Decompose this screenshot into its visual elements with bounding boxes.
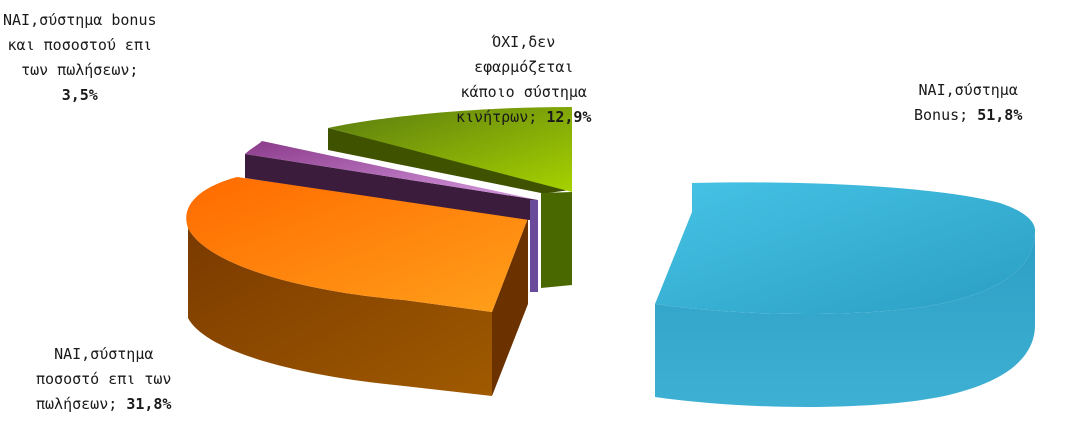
label-bonus-and-percentage-value-line: 3,5%	[3, 83, 157, 108]
label-bonus-and-percentage-line-2: και ποσοστού επι	[7, 36, 153, 54]
slice-bonus-and-percentage-top	[245, 141, 538, 200]
slice-no-system-top	[328, 107, 572, 192]
label-percentage-value: 31,8%	[126, 395, 172, 413]
label-bonus-line-2: Bonus; 51,8%	[914, 103, 1022, 128]
slice-percentage-side	[188, 228, 492, 396]
slice-bonus	[655, 182, 1036, 408]
label-bonus-category: Bonus;	[914, 106, 969, 124]
label-no-system-category: κινήτρων;	[456, 108, 538, 126]
slice-bonus-side	[655, 232, 1035, 408]
slice-percentage	[186, 177, 529, 396]
label-bonus-and-percentage: ΝΑΙ,σύστημα bonus και ποσοστού επι των π…	[3, 8, 157, 108]
label-bonus-and-percentage-value: 3,5%	[61, 86, 98, 104]
label-percentage-line-2: ποσοστό επι των	[36, 370, 172, 388]
slice-percentage-face	[492, 218, 528, 396]
label-percentage: ΝΑΙ,σύστημα ποσοστό επι των πωλήσεων; 31…	[36, 342, 171, 417]
label-no-system-line-4: κινήτρων; 12,9%	[456, 105, 591, 130]
slice-no-system-face	[541, 192, 572, 288]
label-no-system-value: 12,9%	[546, 108, 592, 126]
label-no-system-line-1: ΌΧΙ,δεν	[492, 33, 556, 51]
slice-percentage-top	[186, 177, 529, 312]
label-no-system: ΌΧΙ,δεν εφαρμόζεται κάποιο σύστημα κινήτ…	[456, 30, 591, 130]
label-bonus-line-1: ΝΑΙ,σύστημα	[918, 81, 1018, 99]
slice-no-system-side	[328, 128, 570, 194]
slice-bonus-and-percentage-side	[245, 154, 538, 221]
label-no-system-line-2: εφαρμόζεται	[474, 58, 574, 76]
slice-bonus-and-percentage-face	[530, 200, 538, 292]
label-bonus-and-percentage-line-3: των πωλήσεων;	[21, 61, 139, 79]
label-percentage-line-1: ΝΑΙ,σύστημα	[54, 345, 154, 363]
label-no-system-line-3: κάποιο σύστημα	[460, 83, 587, 101]
slice-bonus-and-percentage	[245, 141, 538, 292]
label-bonus-and-percentage-line-1: ΝΑΙ,σύστημα bonus	[3, 11, 157, 29]
label-percentage-category: πωλήσεων;	[36, 395, 118, 413]
label-bonus: ΝΑΙ,σύστημα Bonus; 51,8%	[914, 78, 1022, 128]
slice-bonus-top	[655, 182, 1036, 315]
label-bonus-value: 51,8%	[977, 106, 1023, 124]
label-percentage-line-3: πωλήσεων; 31,8%	[36, 392, 171, 417]
slice-no-system	[328, 107, 572, 288]
